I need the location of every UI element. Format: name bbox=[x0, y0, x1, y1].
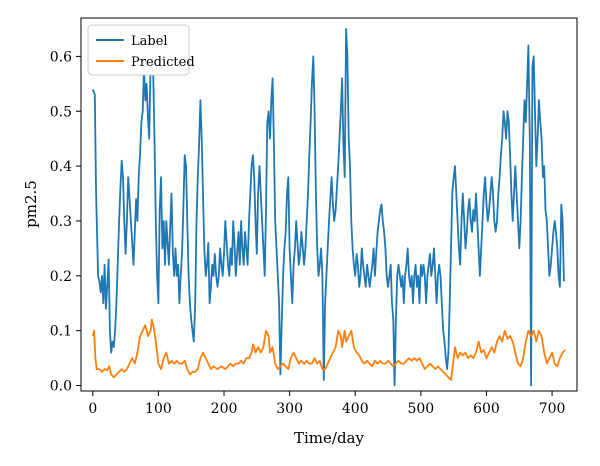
y-tick-label: 0.5 bbox=[50, 104, 72, 120]
x-tick-label: 600 bbox=[473, 401, 500, 417]
x-tick-label: 300 bbox=[276, 401, 303, 417]
y-tick-label: 0.4 bbox=[50, 159, 72, 175]
ticks-layer: 0 100 200 300 400 500 600 700 0.0 0.1 0.2 0.3 0.4 0.5… bbox=[50, 49, 566, 417]
y-tick-label: 0.3 bbox=[50, 214, 72, 230]
series-line-label bbox=[91, 28, 565, 387]
legend-label-predicted: Predicted bbox=[131, 55, 195, 70]
series-layer bbox=[91, 28, 566, 387]
legend-box bbox=[87, 24, 190, 76]
x-axis-title: Time/day bbox=[294, 429, 365, 447]
x-tick-label: 200 bbox=[211, 401, 238, 417]
y-axis-title: pm2.5 bbox=[22, 180, 40, 228]
x-tick-label: 700 bbox=[539, 401, 566, 417]
legend: Label Predicted bbox=[87, 24, 195, 76]
x-tick-label: 400 bbox=[342, 401, 369, 417]
series-line-predicted bbox=[91, 318, 566, 381]
y-tick-label: 0.0 bbox=[50, 379, 72, 395]
y-tick-label: 0.1 bbox=[50, 324, 72, 340]
y-tick-label: 0.6 bbox=[50, 49, 72, 65]
x-tick-label: 100 bbox=[145, 401, 172, 417]
plot-frame bbox=[80, 17, 578, 392]
legend-label-label: Label bbox=[131, 34, 168, 49]
y-tick-label: 0.2 bbox=[50, 269, 72, 285]
x-tick-label: 0 bbox=[88, 401, 97, 417]
x-tick-label: 500 bbox=[407, 401, 434, 417]
